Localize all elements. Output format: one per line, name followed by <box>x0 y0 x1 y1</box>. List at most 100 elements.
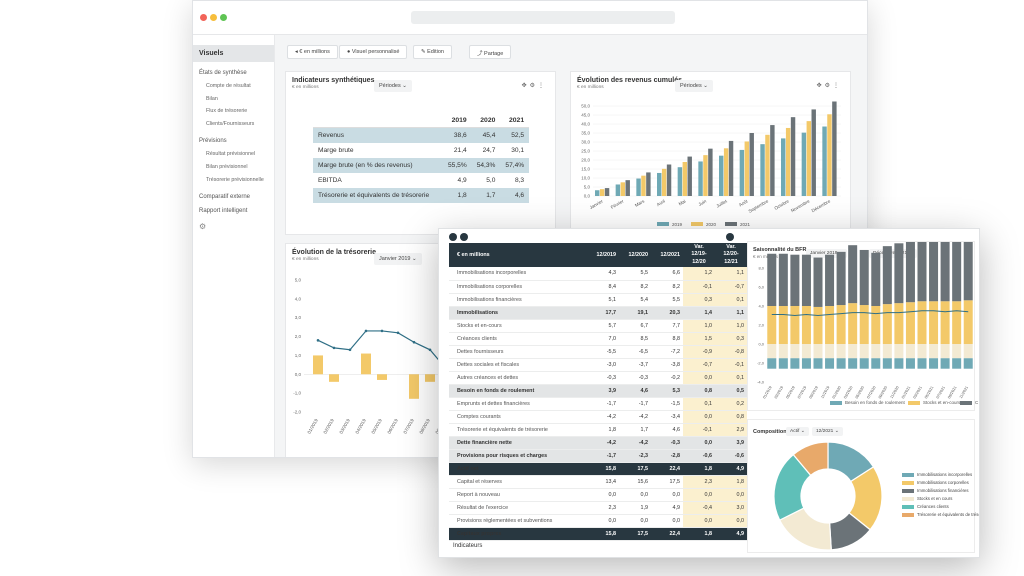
edit-button[interactable]: ✎ Edition <box>413 45 452 59</box>
sidebar-item-resultat-prev[interactable]: Résultat prévisionnel <box>206 151 256 158</box>
indicator-row[interactable]: Marge brute (en % des revenus) 55,5% 54,3%… <box>313 158 530 173</box>
settings-gear-icon[interactable]: ⚙ <box>199 222 207 232</box>
balance-value: 0,0 <box>683 410 715 424</box>
custom-visual-button[interactable]: ● Visuel personnalisé <box>339 45 408 59</box>
balance-value: -7,2 <box>651 345 683 359</box>
minimize-window-icon[interactable] <box>210 14 217 21</box>
balance-row[interactable]: Comptes courants -4,2 -4,2 -3,4 0,0 0,8 <box>449 410 747 424</box>
treasury-bar <box>409 374 419 399</box>
sidebar-item-tresorerie-prev[interactable]: Trésorerie prévisionnelle <box>206 176 264 183</box>
move-icon[interactable]: ✥ <box>816 83 825 89</box>
twitter-icon[interactable] <box>449 233 457 241</box>
bfr-stock-bar <box>929 301 939 344</box>
revenue-card-actions[interactable]: ✥⚙⋮ <box>817 82 842 89</box>
balance-row[interactable]: Capitaux propres 15,8 17,5 22,4 1,8 4,9 <box>449 527 747 541</box>
sidebar-group-comparatif[interactable]: Comparatif externe <box>199 194 251 201</box>
balance-row[interactable]: Dettes sociales et fiscales -3,0 -3,7 -3,8-… <box>449 358 747 372</box>
bar-2019 <box>801 132 807 196</box>
indicator-row[interactable]: EBITDA 4,9 5,0 8,3 <box>313 173 529 188</box>
indicators-title: Indicateurs synthétiques <box>292 77 375 84</box>
revenue-period-dropdown[interactable]: Périodes ⌄ <box>675 80 713 92</box>
composition-date-dropdown[interactable]: 12/2021 ⌄ <box>812 427 843 436</box>
y-tick-label: 1,0 <box>295 353 302 358</box>
bfr-legend-item: C <box>960 400 978 405</box>
balance-row[interactable]: Immobilisations corporelles 8,4 8,2 8,2 -0,1… <box>449 280 747 294</box>
balance-value: 1,8 <box>587 423 619 437</box>
balance-value: 4,3 <box>587 267 619 281</box>
balance-value: -0,7 <box>683 358 715 372</box>
sidebar-group-etats[interactable]: États de synthèse <box>199 70 247 76</box>
bfr-debt-bar <box>894 358 904 369</box>
balance-row[interactable]: Créances clients 7,0 8,5 8,8 1,5 0,3 <box>449 332 747 346</box>
balance-value: 3,9 <box>715 436 747 450</box>
sidebar-item-clients[interactable]: Clients/Fournisseurs <box>206 120 255 127</box>
bfr-stock-bar <box>871 306 881 344</box>
bfr-creance-bar <box>859 249 869 306</box>
balance-value: -0,3 <box>651 436 683 450</box>
close-popup-icon[interactable] <box>726 233 734 241</box>
bfr-stock-bar <box>859 305 869 344</box>
balance-row[interactable]: Provisions pour risques et charges -1,7 -2… <box>449 449 747 463</box>
balance-value: 17,5 <box>651 475 683 489</box>
settings-icon[interactable]: ⚙ <box>824 83 833 89</box>
bar-2019 <box>760 144 765 196</box>
move-icon[interactable]: ✥ <box>521 83 530 89</box>
balance-row[interactable]: Besoin en fonds de roulement 3,9 4,6 5,3 0,8… <box>449 384 747 398</box>
bfr-title: Saisonnalité du BFR <box>753 247 807 253</box>
bar-2020 <box>765 134 770 196</box>
sidebar-item-bilan-prev[interactable]: Bilan prévisionnel <box>206 164 248 171</box>
balance-row[interactable]: Stocks et en-cours 5,7 6,7 7,7 1,0 1,0 <box>449 319 747 333</box>
indicator-row[interactable]: Marge brute 21,4 24,7 30,1 <box>313 143 529 158</box>
composition-legend-item: Immobilisations incorporelles <box>902 472 979 477</box>
balance-row-label: Capital et réserves <box>449 475 587 489</box>
treasury-date-dropdown[interactable]: Janvier 2019 ⌄ <box>374 253 422 265</box>
sidebar-item-compte-resultat[interactable]: Compte de résultat <box>206 83 251 89</box>
balance-row[interactable]: Actif net 15,8 17,5 22,4 1,8 4,9 <box>449 462 747 476</box>
settings-icon[interactable]: ⚙ <box>529 83 538 89</box>
bfr-stock-bar <box>917 301 927 344</box>
balance-row[interactable]: Immobilisations incorporelles 4,3 5,5 6,6 1,… <box>449 267 747 281</box>
balance-row[interactable]: Immobilisations financières 5,1 5,4 5,5 0,3 0… <box>449 293 747 307</box>
unit-button[interactable]: ◂ € en millions <box>287 45 338 59</box>
indicators-card-actions[interactable]: ✥⚙⋮ <box>522 82 547 89</box>
y-tick-label: 15,0 <box>581 167 590 172</box>
balance-row-label: Créances clients <box>449 332 587 346</box>
address-bar[interactable] <box>411 11 675 24</box>
legend-label: Trésorerie et équivalents de trésorerie <box>917 512 980 517</box>
sidebar-group-previsions[interactable]: Prévisions <box>199 138 227 145</box>
y-tick-label: 5,0 <box>295 278 302 283</box>
balance-row[interactable]: Capital et réserves 13,4 15,6 17,5 2,3 1,8 <box>449 475 747 489</box>
sidebar-title[interactable]: Visuels <box>193 45 274 62</box>
linkedin-icon[interactable] <box>460 233 468 241</box>
indicator-row[interactable]: Revenus 38,6 45,4 52,5 <box>313 127 530 143</box>
sidebar-item-bilan[interactable]: Bilan <box>206 95 218 102</box>
balance-row-label: Actif net <box>449 462 587 476</box>
balance-row[interactable]: Résultat de l'exercice 2,3 1,9 4,9 -0,4 3,0 <box>449 501 747 515</box>
more-icon[interactable]: ⋮ <box>538 83 547 89</box>
balance-row[interactable]: Dette financière nette -4,2 -4,2 -0,3 0,0 3,9 <box>449 436 747 450</box>
share-button[interactable]: ⤴ Partage <box>469 45 512 59</box>
legend-label: Immobilisations corporelles <box>917 480 969 485</box>
balance-row[interactable]: Immobilisations 17,7 19,1 20,3 1,4 1,1 <box>449 306 747 320</box>
balance-value: -6,5 <box>619 345 651 359</box>
bfr-creance-bar <box>813 257 823 307</box>
balance-row[interactable]: Dettes fournisseurs -5,5 -6,5 -7,2 -0,9 -0,8 <box>449 345 747 359</box>
balance-row[interactable]: Trésorerie et équivalents de trésorerie 1… <box>449 423 747 437</box>
composition-type-dropdown[interactable]: Actif ⌄ <box>786 427 809 436</box>
sidebar-item-flux[interactable]: Flux de trésorerie <box>206 108 248 115</box>
balance-row[interactable]: Report à nouveau 0,0 0,0 0,0 0,0 0,0 <box>449 488 747 502</box>
legend-swatch <box>657 222 669 226</box>
bfr-debt-bar <box>836 358 846 369</box>
indicators-footer-label[interactable]: Indicateurs <box>453 543 483 549</box>
bfr-negative-bar <box>778 344 788 359</box>
more-icon[interactable]: ⋮ <box>833 83 842 89</box>
close-window-icon[interactable] <box>200 14 207 21</box>
balance-row[interactable]: Provisions réglementées et subventions 0,… <box>449 514 747 528</box>
balance-row[interactable]: Autres créances et dettes -0,3 -0,3 -0,2 0,0… <box>449 371 747 385</box>
maximize-window-icon[interactable] <box>220 14 227 21</box>
sidebar-group-rapport[interactable]: Rapport intelligent <box>199 208 248 215</box>
balance-row[interactable]: Emprunts et dettes financières -1,7 -1,7 -1… <box>449 397 747 411</box>
treasury-point <box>396 331 400 335</box>
indicator-row[interactable]: Trésorerie et équivalents de trésorerie 1… <box>313 188 530 203</box>
indicators-period-dropdown[interactable]: Périodes ⌄ <box>374 80 412 92</box>
